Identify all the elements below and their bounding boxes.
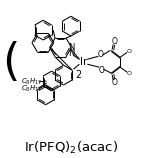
Text: O: O [111,37,117,46]
Text: O: O [127,71,132,76]
Text: (: ( [2,41,20,84]
Text: Ir: Ir [80,57,87,67]
Text: O: O [98,66,104,75]
Text: O: O [97,50,103,59]
Text: Ir(PFQ)$_2$(acac): Ir(PFQ)$_2$(acac) [24,140,119,156]
Text: 2: 2 [75,70,82,80]
Text: $C_8H_{17}$: $C_8H_{17}$ [21,84,42,94]
Text: O: O [127,49,132,54]
Text: N: N [68,49,75,58]
Text: N: N [68,43,75,52]
Text: $C_8H_{17}$: $C_8H_{17}$ [21,77,42,87]
Text: O: O [111,79,117,88]
